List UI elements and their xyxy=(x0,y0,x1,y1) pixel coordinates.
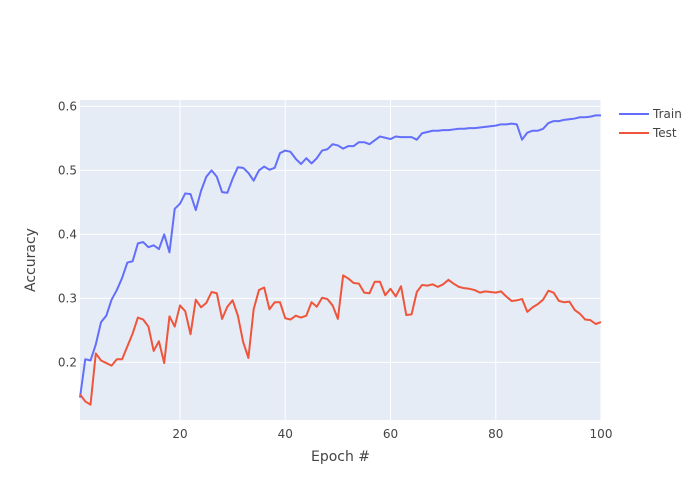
legend-label: Train xyxy=(652,107,682,121)
y-tick-label: 0.3 xyxy=(58,291,77,305)
x-axis-title: Epoch # xyxy=(311,449,370,465)
x-tick-label: 80 xyxy=(488,427,503,441)
y-tick-label: 0.5 xyxy=(58,163,77,177)
gridlines xyxy=(80,100,602,420)
series-line-test xyxy=(79,274,602,406)
legend-label: Test xyxy=(652,126,677,140)
x-tick-label: 100 xyxy=(590,427,613,441)
series-group xyxy=(79,114,602,406)
legend-item-test[interactable]: Test xyxy=(619,126,677,140)
y-tick-label: 0.4 xyxy=(58,227,77,241)
legend-item-train[interactable]: Train xyxy=(619,107,682,121)
x-tick-label: 20 xyxy=(172,427,187,441)
y-tick-label: 0.6 xyxy=(58,99,77,113)
series-line-train xyxy=(79,114,601,398)
y-tick-label: 0.2 xyxy=(58,355,77,369)
x-tick-label: 60 xyxy=(383,427,398,441)
y-axis-title: Accuracy xyxy=(23,228,39,292)
x-axis-ticks: 20 40 60 80 100 xyxy=(172,427,612,441)
legend: Train Test xyxy=(619,107,682,140)
y-axis-ticks: 0.2 0.3 0.4 0.5 0.6 xyxy=(58,99,77,369)
x-tick-label: 40 xyxy=(278,427,293,441)
plot-background xyxy=(80,100,601,420)
